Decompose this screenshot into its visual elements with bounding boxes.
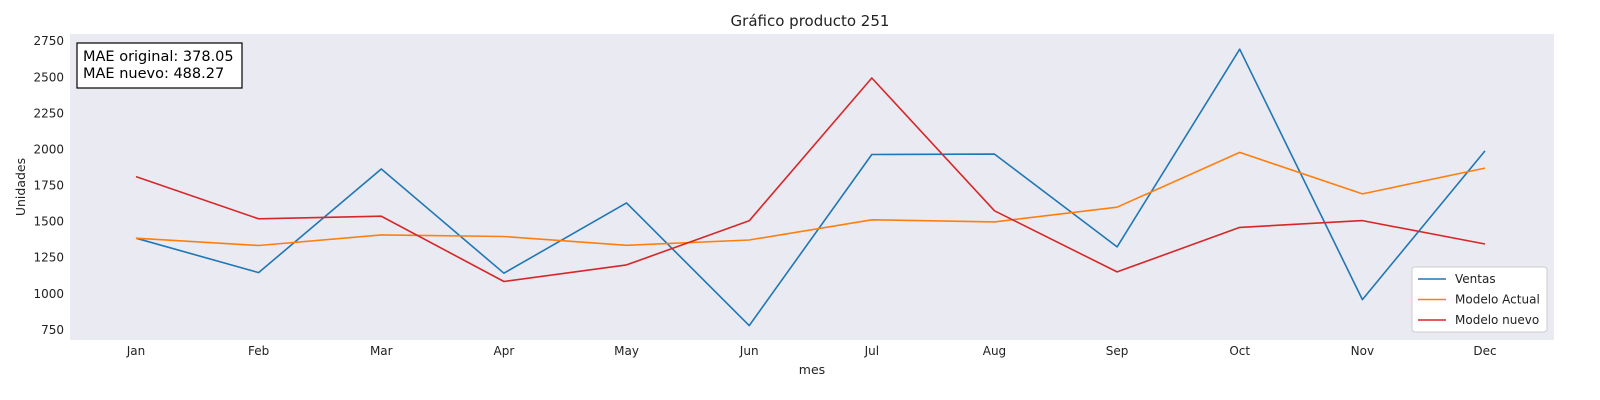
legend-label: Modelo nuevo bbox=[1455, 313, 1539, 327]
x-tick-label: Dec bbox=[1473, 344, 1496, 358]
x-tick-label: Jan bbox=[126, 344, 146, 358]
x-tick-label: Jun bbox=[739, 344, 759, 358]
x-tick-label: Mar bbox=[370, 344, 393, 358]
annotation-box bbox=[76, 42, 243, 89]
series-line-modelo-nuevo bbox=[135, 77, 1486, 283]
x-tick-label: Nov bbox=[1351, 344, 1374, 358]
y-axis-label: Unidades bbox=[13, 158, 28, 216]
mae-nuevo-text: MAE nuevo: 488.27 bbox=[83, 66, 224, 82]
x-tick-label: Oct bbox=[1229, 344, 1250, 358]
legend-box bbox=[1411, 266, 1548, 333]
y-tick-label: 750 bbox=[41, 323, 64, 337]
legend: Ventas Modelo Actual Modelo nuevo bbox=[1411, 266, 1548, 333]
y-tick-label: 2000 bbox=[33, 142, 64, 156]
legend-label: Modelo Actual bbox=[1455, 293, 1540, 307]
y-tick-label: 2750 bbox=[33, 34, 64, 48]
mae-annotation: MAE original: 378.05 MAE nuevo: 488.27 bbox=[76, 42, 243, 89]
y-tick-label: 1250 bbox=[33, 251, 64, 265]
x-tick-label: Aug bbox=[983, 344, 1006, 358]
series-line-ventas bbox=[135, 48, 1486, 327]
y-tick-label: 1750 bbox=[33, 179, 64, 193]
x-tick-label: Feb bbox=[248, 344, 269, 358]
x-tick-label: May bbox=[614, 344, 639, 358]
chart-title: Gráfico producto 251 bbox=[731, 12, 890, 30]
y-tick-label: 2500 bbox=[33, 70, 64, 84]
x-axis-label: mes bbox=[799, 362, 825, 377]
y-tick-label: 1000 bbox=[33, 287, 64, 301]
y-tick-label: 2250 bbox=[33, 106, 64, 120]
legend-label: Ventas bbox=[1455, 272, 1496, 286]
x-tick-label: Jul bbox=[864, 344, 879, 358]
plot-area bbox=[70, 34, 1554, 340]
x-tick-label: Sep bbox=[1106, 344, 1129, 358]
series-line-modelo-actual bbox=[135, 151, 1486, 247]
y-tick-label: 1500 bbox=[33, 215, 64, 229]
mae-original-text: MAE original: 378.05 bbox=[83, 49, 234, 65]
x-tick-label: Apr bbox=[494, 344, 515, 358]
